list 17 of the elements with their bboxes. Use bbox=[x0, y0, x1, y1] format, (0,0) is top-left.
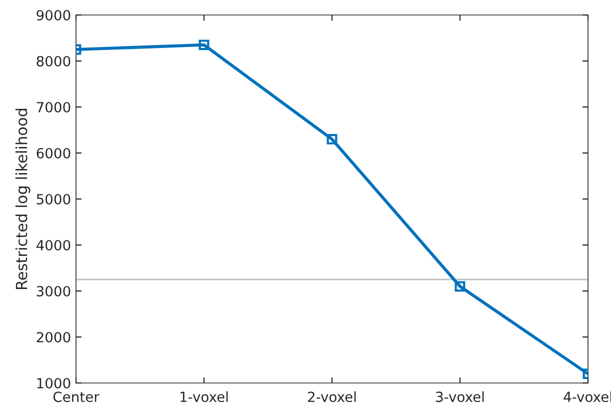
y-tick-label: 5000 bbox=[36, 194, 70, 204]
x-tick-label: 1-voxel bbox=[180, 391, 228, 402]
point bbox=[326, 134, 338, 144]
x-tick-label: 2-voxel bbox=[308, 391, 356, 402]
y-tick-label: 9000 bbox=[36, 10, 70, 20]
y-axis-title: Restricted log likelihood bbox=[15, 108, 30, 290]
x-tick-label: 3-voxel bbox=[436, 391, 484, 402]
x-tick-label: Center bbox=[53, 392, 100, 402]
y-tick-label: 8000 bbox=[36, 56, 70, 66]
point bbox=[454, 281, 466, 292]
y-tick-label: 1000 bbox=[37, 378, 70, 388]
y-tick-label: 6000 bbox=[36, 148, 70, 158]
y-tick-label: 4000 bbox=[36, 240, 70, 250]
y-tick-label: 7000 bbox=[36, 102, 70, 112]
y-tick-label: 3000 bbox=[36, 286, 70, 296]
y-tick-label: 2000 bbox=[36, 332, 70, 342]
point bbox=[198, 40, 210, 50]
